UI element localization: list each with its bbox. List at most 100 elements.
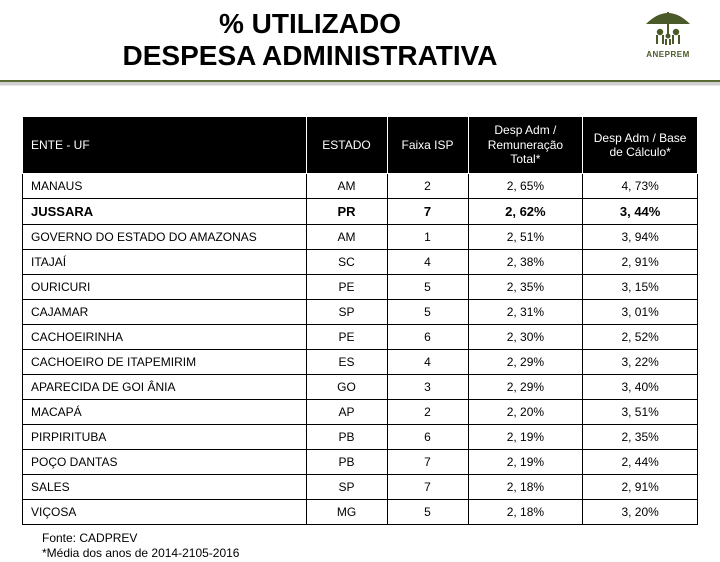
- cell-estado: AM: [306, 173, 387, 198]
- cell-ente: JUSSARA: [23, 198, 307, 224]
- header: % UTILIZADO DESPESA ADMINISTRATIVA ANEPR…: [0, 0, 720, 86]
- cell-base: 3, 44%: [583, 198, 698, 224]
- cell-base: 3, 51%: [583, 399, 698, 424]
- table-row: VIÇOSAMG52, 18%3, 20%: [23, 499, 698, 524]
- cell-base: 2, 35%: [583, 424, 698, 449]
- cell-faixa: 2: [387, 399, 468, 424]
- cell-ente: OURICURI: [23, 274, 307, 299]
- table-row: PIRPIRITUBAPB62, 19%2, 35%: [23, 424, 698, 449]
- cell-faixa: 3: [387, 374, 468, 399]
- divider-bars: [0, 80, 720, 86]
- footnote-note: *Média dos anos de 2014-2105-2016: [42, 546, 720, 562]
- cell-rem: 2, 65%: [468, 173, 583, 198]
- cell-faixa: 1: [387, 224, 468, 249]
- cell-base: 3, 15%: [583, 274, 698, 299]
- cell-estado: ES: [306, 349, 387, 374]
- cell-rem: 2, 29%: [468, 349, 583, 374]
- cell-base: 3, 94%: [583, 224, 698, 249]
- cell-ente: VIÇOSA: [23, 499, 307, 524]
- table-row: SALESSP72, 18%2, 91%: [23, 474, 698, 499]
- cell-rem: 2, 31%: [468, 299, 583, 324]
- table-row: CACHOEIRINHAPE62, 30%2, 52%: [23, 324, 698, 349]
- cell-base: 3, 22%: [583, 349, 698, 374]
- cell-rem: 2, 35%: [468, 274, 583, 299]
- footnote-source: Fonte: CADPREV: [42, 531, 720, 547]
- cell-rem: 2, 29%: [468, 374, 583, 399]
- cell-estado: PE: [306, 324, 387, 349]
- cell-base: 2, 44%: [583, 449, 698, 474]
- col-header-base: Desp Adm / Base de Cálculo*: [583, 117, 698, 173]
- cell-ente: CACHOEIRINHA: [23, 324, 307, 349]
- title-line-2: DESPESA ADMINISTRATIVA: [123, 40, 498, 71]
- cell-faixa: 6: [387, 324, 468, 349]
- cell-base: 2, 52%: [583, 324, 698, 349]
- table-row: APARECIDA DE GOI ÂNIAGO32, 29%3, 40%: [23, 374, 698, 399]
- cell-ente: CAJAMAR: [23, 299, 307, 324]
- data-table-container: ENTE - UF ESTADO Faixa ISP Desp Adm / Re…: [0, 86, 720, 524]
- table-row: CAJAMARSP52, 31%3, 01%: [23, 299, 698, 324]
- col-header-faixa: Faixa ISP: [387, 117, 468, 173]
- cell-ente: MACAPÁ: [23, 399, 307, 424]
- table-row: MACAPÁAP22, 20%3, 51%: [23, 399, 698, 424]
- cell-base: 3, 40%: [583, 374, 698, 399]
- table-row: JUSSARAPR72, 62%3, 44%: [23, 198, 698, 224]
- cell-faixa: 7: [387, 449, 468, 474]
- cell-faixa: 6: [387, 424, 468, 449]
- cell-estado: SP: [306, 299, 387, 324]
- table-row: ITAJAÍSC42, 38%2, 91%: [23, 249, 698, 274]
- umbrella-family-icon: [640, 8, 696, 48]
- cell-faixa: 2: [387, 173, 468, 198]
- cell-estado: SP: [306, 474, 387, 499]
- cell-rem: 2, 38%: [468, 249, 583, 274]
- cell-base: 2, 91%: [583, 249, 698, 274]
- cell-faixa: 5: [387, 299, 468, 324]
- cell-rem: 2, 62%: [468, 198, 583, 224]
- cell-estado: AM: [306, 224, 387, 249]
- aneprem-logo: ANEPREM: [628, 8, 708, 68]
- cell-rem: 2, 20%: [468, 399, 583, 424]
- cell-rem: 2, 19%: [468, 449, 583, 474]
- cell-faixa: 4: [387, 349, 468, 374]
- cell-faixa: 5: [387, 499, 468, 524]
- cell-faixa: 5: [387, 274, 468, 299]
- title-line-1: % UTILIZADO: [219, 8, 401, 39]
- cell-base: 4, 73%: [583, 173, 698, 198]
- cell-ente: PIRPIRITUBA: [23, 424, 307, 449]
- cell-estado: PB: [306, 424, 387, 449]
- cell-rem: 2, 30%: [468, 324, 583, 349]
- cell-base: 3, 20%: [583, 499, 698, 524]
- table-row: CACHOEIRO DE ITAPEMIRIMES42, 29%3, 22%: [23, 349, 698, 374]
- col-header-estado: ESTADO: [306, 117, 387, 173]
- footnote: Fonte: CADPREV *Média dos anos de 2014-2…: [0, 525, 720, 562]
- cell-faixa: 7: [387, 198, 468, 224]
- cell-estado: PB: [306, 449, 387, 474]
- cell-estado: MG: [306, 499, 387, 524]
- cell-base: 2, 91%: [583, 474, 698, 499]
- col-header-remuneracao: Desp Adm / Remuneração Total*: [468, 117, 583, 173]
- cell-estado: PE: [306, 274, 387, 299]
- table-row: POÇO DANTASPB72, 19%2, 44%: [23, 449, 698, 474]
- cell-ente: SALES: [23, 474, 307, 499]
- cell-rem: 2, 51%: [468, 224, 583, 249]
- table-header-row: ENTE - UF ESTADO Faixa ISP Desp Adm / Re…: [23, 117, 698, 173]
- cell-ente: CACHOEIRO DE ITAPEMIRIM: [23, 349, 307, 374]
- cell-rem: 2, 19%: [468, 424, 583, 449]
- cell-base: 3, 01%: [583, 299, 698, 324]
- cell-ente: ITAJAÍ: [23, 249, 307, 274]
- col-header-ente: ENTE - UF: [23, 117, 307, 173]
- cell-estado: PR: [306, 198, 387, 224]
- cell-ente: MANAUS: [23, 173, 307, 198]
- cell-rem: 2, 18%: [468, 499, 583, 524]
- cell-ente: APARECIDA DE GOI ÂNIA: [23, 374, 307, 399]
- data-table: ENTE - UF ESTADO Faixa ISP Desp Adm / Re…: [22, 116, 698, 524]
- table-row: MANAUSAM22, 65%4, 73%: [23, 173, 698, 198]
- logo-label: ANEPREM: [628, 50, 708, 59]
- cell-estado: GO: [306, 374, 387, 399]
- cell-ente: POÇO DANTAS: [23, 449, 307, 474]
- cell-faixa: 4: [387, 249, 468, 274]
- table-row: GOVERNO DO ESTADO DO AMAZONASAM12, 51%3,…: [23, 224, 698, 249]
- cell-estado: AP: [306, 399, 387, 424]
- cell-rem: 2, 18%: [468, 474, 583, 499]
- table-row: OURICURIPE52, 35%3, 15%: [23, 274, 698, 299]
- cell-faixa: 7: [387, 474, 468, 499]
